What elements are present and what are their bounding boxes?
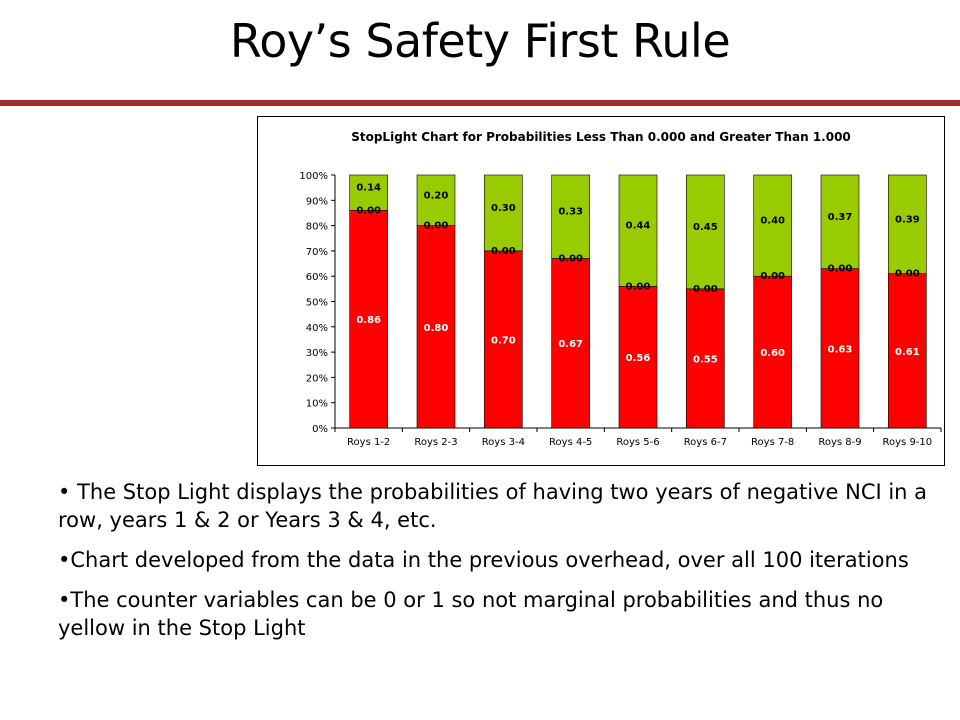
bar-segment [888,174,927,274]
y-tick-label: 20% [306,373,328,384]
y-tick-label: 50% [306,298,328,309]
data-label: 0.56 [626,353,651,364]
bar-segment [416,225,456,429]
x-tick-label: Roys 1-2 [347,437,390,448]
y-tick-label: 40% [306,323,328,334]
data-label: 0.00 [424,221,449,232]
x-tick-label: Roys 6-7 [684,437,727,448]
bullet-item: • The Stop Light displays the probabilit… [58,480,928,532]
data-label: 0.63 [828,344,853,355]
bar-segment [618,174,658,287]
x-tick-label: Roys 3-4 [482,437,525,448]
data-label: 0.00 [828,264,853,275]
y-tick-label: 100% [299,171,328,182]
x-tick-label: Roys 5-6 [616,437,659,448]
y-tick-label: 0% [312,424,328,435]
data-label: 0.80 [424,323,449,334]
bar-segment [753,275,792,429]
data-label: 0.40 [760,216,785,227]
bar-segment [551,174,590,259]
bar-segment [416,174,456,226]
y-tick-label: 30% [306,348,328,359]
data-label: 0.44 [626,221,651,232]
slide-title: Roy’s Safety First Rule [229,14,731,68]
data-label: 0.14 [356,183,381,194]
data-label: 0.20 [424,190,449,201]
y-tick-label: 70% [306,247,328,258]
data-label: 0.60 [760,348,785,359]
data-label: 0.00 [895,269,920,280]
bar-segment [753,174,792,277]
bar-segment [484,174,523,252]
y-tick-label: 90% [306,196,328,207]
data-label: 0.30 [491,203,516,214]
bar-segment [686,174,725,290]
data-label: 0.00 [356,205,381,216]
data-label: 0.33 [558,207,583,218]
bar-segment [484,250,523,429]
bar-segment [551,258,590,429]
y-tick-label: 80% [306,222,328,233]
data-label: 0.55 [693,354,718,365]
data-label: 0.00 [558,253,583,264]
x-tick-label: Roys 7-8 [751,437,794,448]
data-label: 0.00 [626,281,651,292]
data-label: 0.00 [693,284,718,295]
data-label: 0.67 [558,339,583,350]
x-tick-label: Roys 8-9 [818,437,861,448]
stoplight-chart: StopLight Chart for Probabilities Less T… [257,116,945,466]
bullet-item: •Chart developed from the data in the pr… [58,548,909,572]
bar-segment [820,268,860,429]
bar-segment [349,210,388,429]
data-label: 0.45 [693,222,718,233]
chart-title: StopLight Chart for Probabilities Less T… [351,130,851,144]
bar-segment [349,174,388,211]
y-tick-label: 10% [306,399,328,410]
title-divider [0,100,960,106]
data-label: 0.00 [491,246,516,257]
bullet-list: • The Stop Light displays the probabilit… [58,478,938,654]
x-tick-label: Roys 4-5 [549,437,592,448]
bullet-item: •The counter variables can be 0 or 1 so … [58,588,884,640]
data-label: 0.00 [760,271,785,282]
y-tick-label: 60% [306,272,328,283]
bar-segment [618,286,658,429]
bar-segment [888,273,927,429]
data-label: 0.70 [491,335,516,346]
data-label: 0.39 [895,214,920,225]
bar-segment [820,174,860,269]
data-label: 0.61 [895,347,920,358]
data-label: 0.37 [828,212,853,223]
x-tick-label: Roys 2-3 [414,437,457,448]
x-tick-label: Roys 9-10 [883,437,933,448]
data-label: 0.86 [356,315,381,326]
